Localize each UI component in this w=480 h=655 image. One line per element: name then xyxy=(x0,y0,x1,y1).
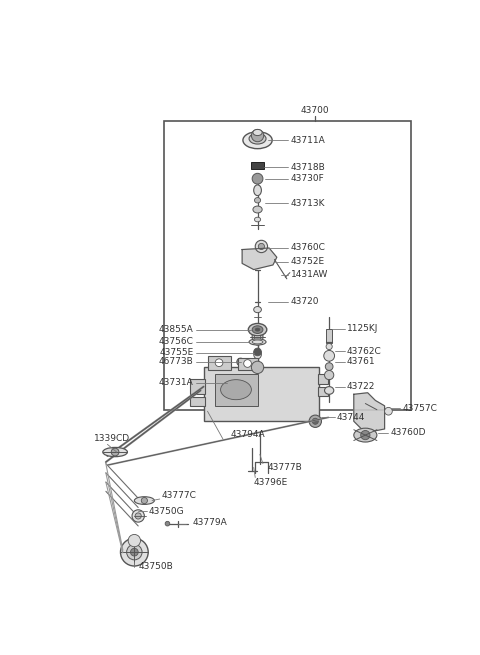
Circle shape xyxy=(252,361,264,373)
Text: 43794A: 43794A xyxy=(230,430,265,439)
Text: 43731A: 43731A xyxy=(159,378,193,387)
Bar xyxy=(326,329,332,343)
Bar xyxy=(215,373,258,406)
Circle shape xyxy=(254,348,262,356)
Ellipse shape xyxy=(243,132,272,149)
Ellipse shape xyxy=(252,326,263,333)
Text: 1125KJ: 1125KJ xyxy=(347,324,378,333)
Bar xyxy=(190,379,205,394)
Circle shape xyxy=(165,521,170,526)
Bar xyxy=(252,162,264,169)
Ellipse shape xyxy=(254,307,262,312)
Ellipse shape xyxy=(324,386,334,394)
Text: 43718B: 43718B xyxy=(291,162,325,172)
Ellipse shape xyxy=(248,324,267,336)
Circle shape xyxy=(237,358,244,365)
Circle shape xyxy=(324,350,335,361)
Text: 43755E: 43755E xyxy=(159,348,193,357)
Ellipse shape xyxy=(254,331,261,342)
Ellipse shape xyxy=(354,428,377,442)
Ellipse shape xyxy=(254,350,262,359)
Circle shape xyxy=(326,343,332,350)
Text: 43760D: 43760D xyxy=(391,428,426,438)
Circle shape xyxy=(132,510,144,522)
Circle shape xyxy=(325,363,333,371)
Circle shape xyxy=(252,174,263,184)
Text: 43796E: 43796E xyxy=(254,478,288,487)
Text: 43750B: 43750B xyxy=(138,561,173,571)
Circle shape xyxy=(255,240,267,253)
Text: 43777C: 43777C xyxy=(161,491,196,500)
Circle shape xyxy=(312,418,318,424)
Circle shape xyxy=(361,430,370,440)
Text: 1339CD: 1339CD xyxy=(94,434,130,443)
Text: 43756C: 43756C xyxy=(159,337,193,346)
Text: 43757C: 43757C xyxy=(402,403,437,413)
Text: 43779A: 43779A xyxy=(192,517,227,527)
Circle shape xyxy=(258,244,264,250)
Ellipse shape xyxy=(253,130,262,136)
Circle shape xyxy=(111,448,119,456)
Bar xyxy=(318,373,328,384)
Text: 43760C: 43760C xyxy=(291,244,325,252)
Circle shape xyxy=(309,415,322,428)
Ellipse shape xyxy=(252,364,263,376)
Ellipse shape xyxy=(103,447,127,457)
Ellipse shape xyxy=(134,496,155,504)
Ellipse shape xyxy=(255,328,260,331)
Circle shape xyxy=(244,360,252,367)
Text: 43700: 43700 xyxy=(301,107,330,115)
Circle shape xyxy=(128,534,141,547)
Text: 43761: 43761 xyxy=(347,358,375,366)
Bar xyxy=(238,358,258,369)
Text: 43750G: 43750G xyxy=(149,507,185,516)
Bar xyxy=(318,386,328,396)
Circle shape xyxy=(252,130,264,141)
Circle shape xyxy=(324,371,334,380)
Ellipse shape xyxy=(252,328,263,345)
Text: 43722: 43722 xyxy=(347,382,375,391)
Ellipse shape xyxy=(254,185,262,196)
Text: 43720: 43720 xyxy=(291,297,319,307)
Bar xyxy=(164,121,411,409)
Ellipse shape xyxy=(254,217,261,222)
Circle shape xyxy=(215,359,223,367)
Circle shape xyxy=(384,407,392,415)
Text: 1431AW: 1431AW xyxy=(291,271,328,280)
Bar xyxy=(204,367,319,421)
Circle shape xyxy=(141,498,147,504)
Text: 43855A: 43855A xyxy=(159,325,193,334)
Circle shape xyxy=(120,538,148,566)
Text: 43711A: 43711A xyxy=(291,136,325,145)
Text: 43752E: 43752E xyxy=(291,257,325,267)
Text: 46773B: 46773B xyxy=(159,358,193,366)
Text: 43777B: 43777B xyxy=(267,463,302,472)
Polygon shape xyxy=(242,248,277,270)
Text: 43730F: 43730F xyxy=(291,174,324,183)
Text: 43762C: 43762C xyxy=(347,346,382,356)
Ellipse shape xyxy=(249,133,266,144)
Circle shape xyxy=(135,513,141,519)
Polygon shape xyxy=(354,393,384,433)
Bar xyxy=(190,397,205,406)
Text: 43713K: 43713K xyxy=(291,199,325,208)
Text: 43744: 43744 xyxy=(337,413,365,422)
Ellipse shape xyxy=(249,339,266,345)
Bar xyxy=(207,356,230,369)
Circle shape xyxy=(131,548,138,556)
Ellipse shape xyxy=(221,380,252,400)
Ellipse shape xyxy=(253,206,262,213)
Ellipse shape xyxy=(254,198,261,203)
Circle shape xyxy=(127,544,142,560)
